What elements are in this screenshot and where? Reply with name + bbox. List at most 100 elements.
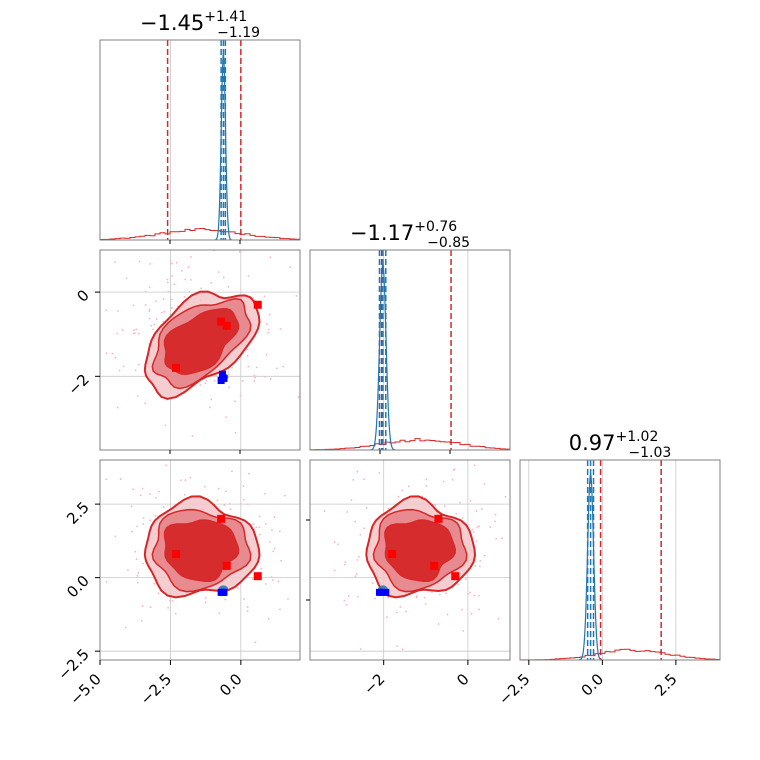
joint-panel-0-1-sample-point [105, 309, 108, 312]
joint-panel-1-2-sample-point [387, 596, 390, 599]
joint-panel-0-2-sample-point [180, 479, 182, 482]
joint-panel-0-2-sample-point [231, 470, 233, 473]
joint-panel-0-2-sample-point [142, 523, 145, 525]
joint-panel-0-1-blue-marker [219, 370, 227, 378]
y-tick-label: 2.5 [63, 498, 93, 528]
joint-panel-0-1-sample-point [175, 261, 178, 264]
joint-panel-0-2-sample-point [217, 487, 220, 490]
joint-panel-0-1-sample-point [205, 379, 208, 382]
joint-panel-0-1-sample-point [116, 332, 119, 335]
joint-panel-0-2-sample-point [218, 612, 221, 615]
joint-panel-0-1-sample-point [144, 290, 147, 293]
joint-panel-0-1-sample-point [241, 379, 244, 382]
joint-panel-0-1-red-marker [217, 317, 226, 326]
joint-panel-0-2-sample-point [136, 525, 139, 528]
x-tick-label: 0.0 [578, 670, 608, 700]
joint-panel-0-1-sample-point [204, 382, 207, 385]
joint-panel-0-1-red-marker [172, 363, 181, 372]
joint-panel-0-1-sample-point [227, 370, 230, 373]
joint-panel-0-2-sample-point [130, 505, 133, 508]
joint-panel-1-2-sample-point [425, 485, 428, 488]
joint-panel-0-2-sample-point [264, 522, 267, 525]
joint-panel-0-2-sample-point [154, 514, 157, 517]
joint-panel-0-1-sample-point [169, 260, 172, 263]
joint-panel-0-1-sample-point [246, 348, 248, 351]
joint-panel-0-2-sample-point [270, 576, 273, 579]
joint-panel-1-2-sample-point [446, 613, 449, 616]
joint-panel-0-2-border [99, 459, 301, 661]
joint-panel-1-2-sample-point [354, 575, 357, 578]
joint-panel-0-1-sample-point [265, 353, 268, 356]
joint-panel-1-2-sample-point [475, 510, 478, 512]
marginal-panel-2-border [519, 459, 721, 661]
joint-panel-0-1-sample-point [213, 380, 216, 382]
joint-panel-1-2-sample-point [478, 565, 481, 568]
joint-panel-0-1-sample-point [166, 278, 169, 281]
joint-panel-0-1-sample-point [152, 328, 154, 331]
joint-panel-0-1-sample-point [180, 269, 183, 272]
joint-panel-0-1-sample-point [164, 424, 167, 427]
joint-panel-1-2-sample-point [396, 645, 399, 648]
joint-panel-1-2-sample-point [401, 648, 404, 651]
joint-panel-0-2-sample-point [184, 479, 187, 481]
joint-panel-1-2-sample-point [415, 596, 418, 599]
joint-panel-0-2-sample-point [224, 490, 227, 493]
joint-panel-0-2-sample-point [204, 596, 207, 599]
joint-panel-0-1-sample-point [199, 384, 202, 387]
joint-panel-0-1-sample-point [222, 276, 225, 279]
joint-panel-0-1-sample-point [227, 373, 230, 376]
joint-panel-0-2-sample-point [254, 641, 257, 644]
joint-panel-0-1-sample-point [295, 294, 298, 297]
joint-panel-0-1-sample-point [268, 313, 271, 316]
joint-panel-0-1-sample-point [148, 310, 151, 312]
marginal-panel-1-primary-histogram [309, 438, 511, 451]
joint-panel-0-2-sample-point [149, 606, 152, 609]
joint-panel-0-1-sample-point [153, 323, 156, 326]
joint-panel-0-2-sample-point [263, 492, 266, 495]
joint-panel-0-2-sample-point [105, 580, 108, 583]
joint-panel-0-1-sample-point [187, 266, 190, 269]
joint-panel-0-1-sample-point [150, 324, 153, 327]
joint-panel-0-2-sample-point [204, 601, 207, 604]
joint-panel-1-2-sample-point [407, 485, 410, 488]
joint-panel-0-2-red-marker [222, 561, 231, 570]
joint-panel-1-2-border [309, 459, 511, 661]
joint-panel-1-2-sample-point [352, 478, 355, 481]
joint-panel-0-1-sample-point [155, 317, 158, 320]
joint-panel-0-1-sample-point [173, 283, 176, 286]
joint-panel-1-2-sample-point [495, 537, 498, 540]
joint-panel-0-1-sample-point [234, 431, 237, 434]
joint-panel-1-2-sample-point [434, 504, 437, 507]
joint-panel-1-2-sample-point [395, 611, 398, 614]
joint-panel-0-1-sample-point [163, 310, 166, 313]
joint-panel-0-1-blue-marker [217, 377, 225, 385]
joint-panel-0-2-sample-point [264, 583, 267, 585]
joint-panel-0-1-sample-point [209, 406, 211, 409]
joint-panel-1-2-sample-point [478, 525, 480, 528]
title-minus-error: −1.03 [628, 445, 671, 461]
joint-panel-0-2-sample-point [132, 488, 135, 491]
joint-panel-0-2-sample-point [273, 516, 276, 518]
marginal-panel-1-background [310, 250, 510, 450]
joint-panel-0-2-sample-point [174, 612, 177, 615]
x-tick-label: −2.5 [495, 670, 533, 708]
joint-panel-0-2-sample-point [268, 540, 271, 543]
joint-panel-0-2-sample-point [252, 523, 255, 526]
joint-panel-1-2-sample-point [371, 582, 374, 585]
joint-panel-1-2-sample-point [478, 608, 480, 611]
joint-panel-1-2-sample-point [387, 507, 390, 510]
joint-panel-0-2-sample-point [136, 581, 139, 584]
joint-panel-1-2-sample-point [363, 527, 366, 530]
joint-panel-0-1-sample-point [134, 369, 137, 372]
joint-panel-0-1-sample-point [171, 262, 173, 265]
joint-panel-0-1-sample-point [116, 406, 119, 409]
joint-panel-0-1-sample-point [191, 435, 194, 437]
marginal-panel-2-background [520, 460, 720, 660]
joint-panel-0-1-red-marker [222, 321, 231, 330]
joint-panel-1-2-sample-point [445, 592, 448, 595]
marginal-panel-1 [309, 249, 511, 451]
joint-panel-0-1-red-marker [253, 300, 262, 309]
joint-panel-0-1-sample-point [166, 281, 169, 284]
joint-panel-1-2-sample-point [504, 495, 507, 498]
